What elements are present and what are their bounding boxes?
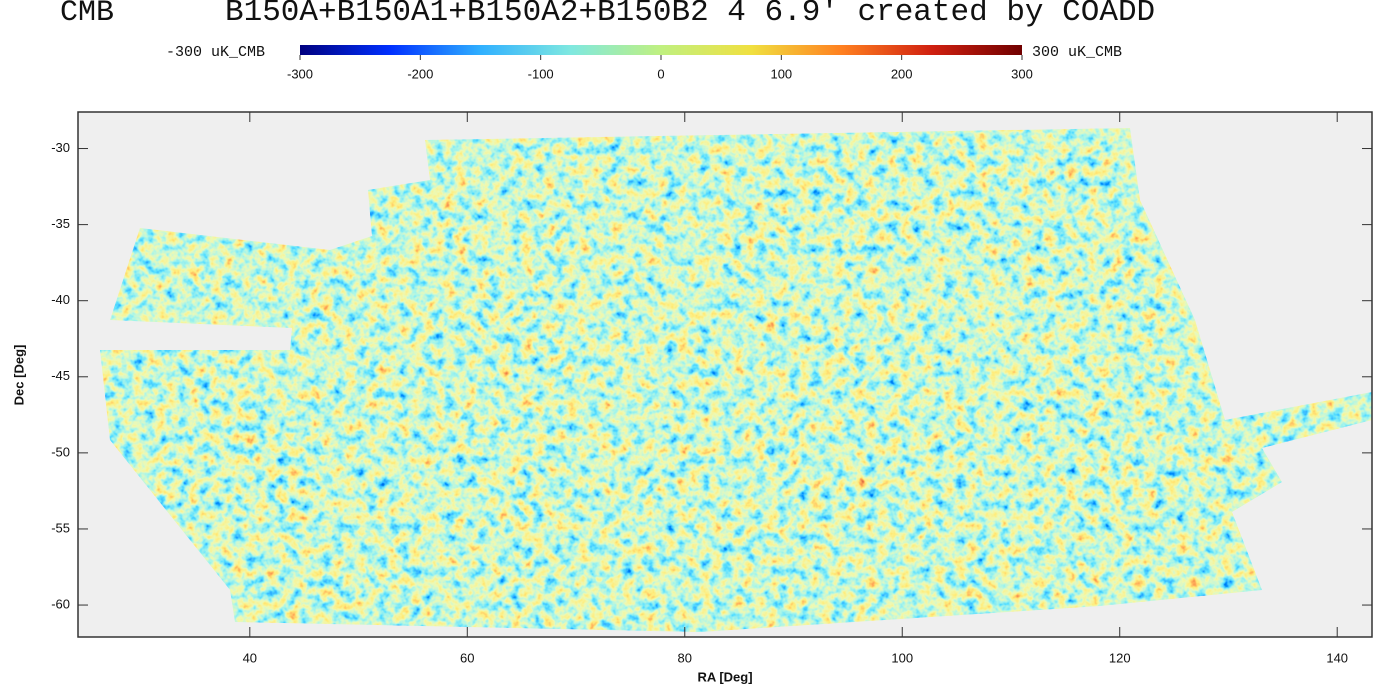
y-tick-label: -50 [51,444,70,459]
x-tick-label: 100 [891,650,913,665]
colorbar-tick-label: 200 [891,66,913,81]
colorbar-tick-label: 0 [657,66,664,81]
colorbar-tick-label: -200 [407,66,433,81]
x-tick-label: 60 [460,650,474,665]
y-tick-label: -35 [51,216,70,231]
plot-frame [77,111,1373,638]
colorbar-tick-label: 100 [770,66,792,81]
colorbar [300,45,1022,55]
y-tick-label: -55 [51,520,70,535]
colorbar-max-label: 300 uK_CMB [1032,44,1122,61]
x-tick-label: 40 [243,650,257,665]
colorbar-min-label: -300 uK_CMB [166,44,265,61]
map-label: CMB [60,0,114,30]
x-tick-label: 80 [678,650,692,665]
colorbar-tick-label: -300 [287,66,313,81]
colorbar-tick-label: 300 [1011,66,1033,81]
x-axis-label: RA [Deg] [697,669,752,684]
y-axis-label: Dec [Deg] [11,345,26,406]
y-tick-label: -45 [51,368,70,383]
x-tick-label: 140 [1326,650,1348,665]
chart-title: B150A+B150A1+B150A2+B150B2 4 6.9' create… [225,0,1155,30]
colorbar-tick-label: -100 [528,66,554,81]
y-tick-label: -40 [51,292,70,307]
x-tick-label: 120 [1109,650,1131,665]
y-tick-label: -30 [51,140,70,155]
y-tick-label: -60 [51,596,70,611]
